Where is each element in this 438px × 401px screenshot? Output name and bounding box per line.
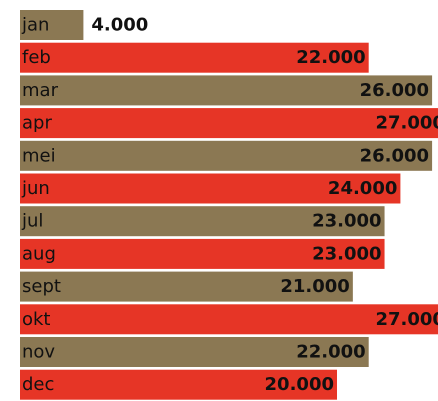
category-label: feb bbox=[22, 47, 51, 68]
value-label: 20.000 bbox=[265, 374, 334, 395]
category-label: nov bbox=[22, 342, 55, 363]
value-label: 21.000 bbox=[280, 276, 349, 297]
category-label: dec bbox=[22, 374, 54, 395]
bar bbox=[20, 271, 353, 302]
category-label: mar bbox=[22, 80, 59, 101]
value-label: 23.000 bbox=[312, 211, 381, 232]
value-label: 27.000 bbox=[375, 113, 438, 134]
value-label: 27.000 bbox=[375, 309, 438, 330]
bar bbox=[20, 238, 385, 269]
category-label: jul bbox=[21, 211, 43, 232]
bar bbox=[20, 75, 433, 106]
value-label: 24.000 bbox=[328, 178, 397, 199]
bar bbox=[20, 206, 385, 237]
value-label: 22.000 bbox=[296, 342, 365, 363]
bar bbox=[20, 108, 438, 139]
bar bbox=[20, 140, 433, 171]
category-label: apr bbox=[22, 113, 52, 134]
value-label: 26.000 bbox=[360, 145, 429, 166]
category-label: mei bbox=[22, 145, 56, 166]
value-label: 23.000 bbox=[312, 243, 381, 264]
category-label: jan bbox=[21, 15, 49, 36]
bar bbox=[20, 369, 337, 400]
value-label: 26.000 bbox=[360, 80, 429, 101]
value-label: 22.000 bbox=[296, 47, 365, 68]
bar bbox=[20, 173, 401, 204]
bar bbox=[20, 10, 84, 40]
category-label: sept bbox=[22, 276, 61, 297]
category-label: okt bbox=[22, 309, 51, 330]
value-label: 4.000 bbox=[91, 15, 148, 36]
bar bbox=[20, 304, 438, 335]
category-label: aug bbox=[22, 243, 56, 264]
category-label: jun bbox=[21, 178, 50, 199]
bar bbox=[20, 337, 369, 367]
bar bbox=[20, 42, 369, 73]
